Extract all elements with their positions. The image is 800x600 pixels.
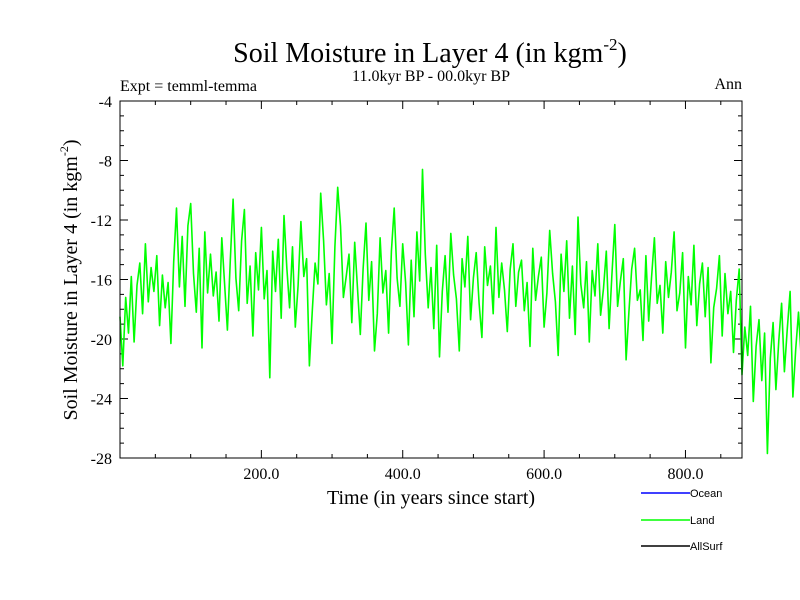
chart-title-main: Soil Moisture in Layer 4 (in kgm [233, 38, 603, 69]
x-tick-label: 200.0 [243, 466, 279, 483]
y-tick-label: -4 [99, 94, 112, 111]
experiment-label: Expt = temml-temma [120, 78, 257, 95]
y-tick-label: -24 [91, 392, 112, 409]
y-tick-label: -8 [99, 154, 112, 171]
y-axis-label: Soil Moisture in Layer 4 (in kgm-2) [57, 139, 82, 420]
x-tick-label: 600.0 [526, 466, 562, 483]
chart-title-superscript: -2 [603, 35, 617, 54]
y-axis-label-superscript: -2 [57, 146, 71, 156]
y-axis-label-close: ) [60, 139, 82, 146]
plot-frame [119, 100, 743, 459]
y-axis-label-main: Soil Moisture in Layer 4 (in kgm [60, 156, 82, 421]
chart-title-close: ) [618, 38, 627, 69]
y-tick-label: -16 [91, 273, 112, 290]
x-tick-label: 400.0 [385, 466, 421, 483]
x-tick-label: 800.0 [667, 466, 703, 483]
y-tick-label: -28 [91, 451, 112, 468]
legend-label-ocean: Ocean [690, 488, 722, 500]
y-tick-label: -20 [91, 332, 112, 349]
x-axis-label: Time (in years since start) [327, 487, 535, 509]
chart-title: Soil Moisture in Layer 4 (in kgm-2) [233, 35, 627, 69]
y-tick-label: -12 [91, 213, 112, 230]
chart-subtitle: 11.0kyr BP - 00.0kyr BP [352, 68, 510, 85]
season-label: Ann [714, 76, 742, 93]
legend-label-allsurf: AllSurf [690, 541, 723, 553]
data-series [119, 168, 800, 455]
legend: Ocean Land AllSurf [641, 488, 723, 553]
series-line-land [119, 168, 800, 455]
legend-label-land: Land [690, 515, 714, 527]
